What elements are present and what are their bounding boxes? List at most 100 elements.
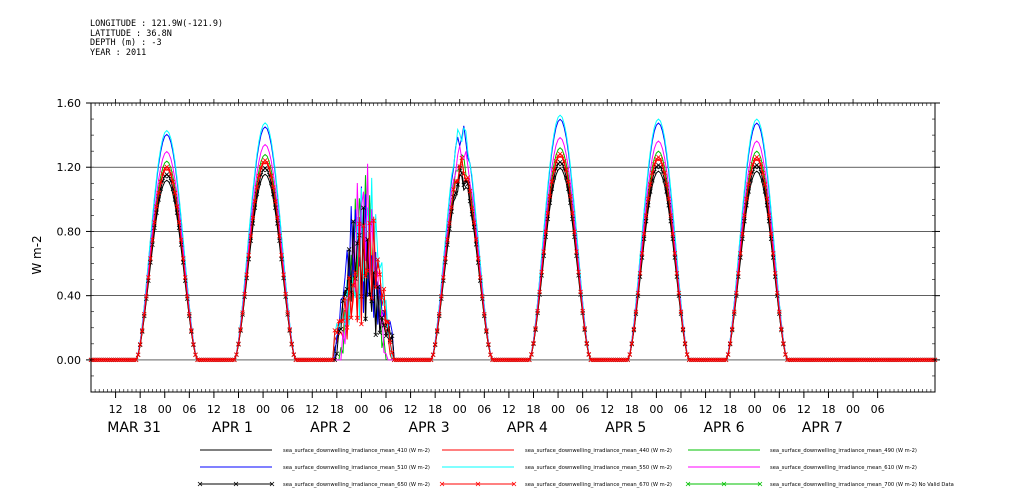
series-marker-7 <box>584 340 590 346</box>
series-marker-6 <box>471 224 477 230</box>
series-marker-7 <box>127 357 133 363</box>
series-marker-7 <box>572 229 577 235</box>
series-marker-7 <box>662 170 667 176</box>
legend-label: sea_surface_downwelling_irradiance_mean_… <box>283 465 430 471</box>
series-marker-7 <box>772 270 778 276</box>
x-hour-label: 18 <box>330 403 344 416</box>
series-marker-7 <box>361 223 366 228</box>
series-marker-7 <box>182 275 188 280</box>
series-marker-7 <box>135 352 141 357</box>
series-marker-7 <box>176 220 182 225</box>
series-marker-7 <box>793 357 798 363</box>
series-marker-7 <box>391 357 397 363</box>
year-text: YEAR : 2011 <box>90 47 147 58</box>
series-marker-7 <box>670 231 676 237</box>
series-marker-7 <box>148 256 153 261</box>
series-marker-7 <box>541 249 547 254</box>
series-marker-7 <box>760 170 766 176</box>
series-marker-7 <box>287 327 292 332</box>
series-marker-7 <box>225 357 231 363</box>
series-marker-7 <box>291 352 297 357</box>
series-marker-7 <box>856 357 862 363</box>
series-marker-7 <box>895 357 901 363</box>
series-marker-7 <box>820 357 825 363</box>
series-marker-6 <box>766 218 772 224</box>
series-marker-7 <box>410 357 415 363</box>
series-marker-7 <box>441 275 446 280</box>
legend-marker <box>233 481 239 487</box>
series-marker-7 <box>375 257 381 262</box>
series-marker-7 <box>420 357 426 363</box>
series-marker-7 <box>387 339 393 345</box>
series-marker-7 <box>568 194 573 199</box>
series-marker-7 <box>594 357 600 363</box>
series-marker-7 <box>414 357 420 363</box>
series-marker-7 <box>795 357 801 363</box>
series-marker-7 <box>465 175 471 180</box>
series-marker-7 <box>236 341 241 347</box>
series-marker-7 <box>695 357 700 363</box>
series-marker-6 <box>742 218 747 224</box>
series-marker-7 <box>285 310 290 315</box>
series-marker-7 <box>650 170 655 176</box>
legend-label: sea_surface_downwelling_irradiance_mean_… <box>770 465 917 471</box>
series-marker-7 <box>510 357 516 363</box>
series-marker-7 <box>283 291 288 297</box>
y-tick-label: 1.60 <box>57 97 82 110</box>
series-marker-7 <box>869 357 874 363</box>
series-marker-7 <box>748 170 753 176</box>
series-marker-7 <box>279 252 284 258</box>
series-marker-7 <box>195 357 200 363</box>
series-marker-7 <box>428 357 434 363</box>
series-marker-7 <box>281 272 286 277</box>
series-marker-7 <box>189 328 194 333</box>
series-marker-7 <box>592 357 598 363</box>
legend-marker <box>511 481 517 487</box>
series-marker-7 <box>96 357 102 363</box>
series-line-7 <box>91 153 935 361</box>
series-marker-7 <box>518 357 524 363</box>
series-marker-7 <box>580 308 585 314</box>
series-marker-6 <box>385 326 391 331</box>
series-marker-7 <box>836 357 842 363</box>
series-marker-6 <box>570 216 575 222</box>
series-marker-7 <box>137 341 143 347</box>
series-line-6 <box>91 161 935 361</box>
series-marker-7 <box>854 357 860 363</box>
series-marker-6 <box>545 216 551 222</box>
series-marker-7 <box>750 161 755 167</box>
series-marker-7 <box>918 357 923 363</box>
series-marker-7 <box>801 357 807 363</box>
series-marker-6 <box>373 332 379 338</box>
series-marker-7 <box>240 310 245 315</box>
series-marker-7 <box>596 357 602 363</box>
series-marker-7 <box>297 357 303 363</box>
series-marker-7 <box>129 357 135 363</box>
series-marker-7 <box>258 165 264 170</box>
series-marker-7 <box>916 357 921 363</box>
series-marker-7 <box>486 341 491 347</box>
series-marker-7 <box>426 357 432 363</box>
series-marker-7 <box>586 352 592 357</box>
series-marker-7 <box>893 357 899 363</box>
series-marker-7 <box>787 357 792 363</box>
series-marker-7 <box>676 290 682 296</box>
series-marker-6 <box>379 315 385 320</box>
series-marker-7 <box>875 357 880 363</box>
series-marker-7 <box>484 328 489 333</box>
series-marker-7 <box>154 204 159 209</box>
series-marker-7 <box>672 251 678 256</box>
series-marker-7 <box>184 293 190 299</box>
series-marker-7 <box>922 357 928 363</box>
series-marker-7 <box>496 357 501 363</box>
series-marker-7 <box>520 357 526 363</box>
series-marker-7 <box>307 357 313 363</box>
plot-frame <box>90 102 936 393</box>
series-marker-7 <box>406 357 411 363</box>
legend-marker <box>475 481 481 487</box>
series-marker-7 <box>609 357 614 363</box>
series-marker-7 <box>94 357 100 363</box>
series-marker-7 <box>570 210 575 216</box>
series-marker-7 <box>473 237 479 242</box>
x-hour-label: 00 <box>354 403 368 416</box>
